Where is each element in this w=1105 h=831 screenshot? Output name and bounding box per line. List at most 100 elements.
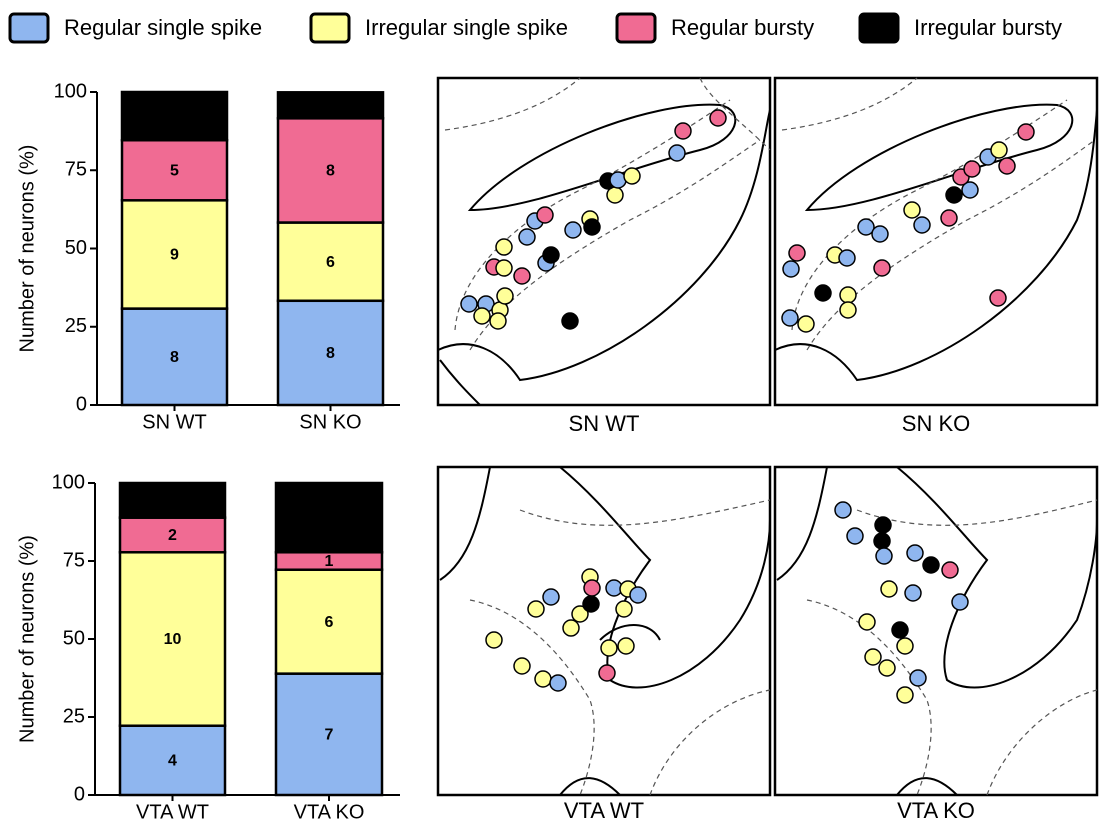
neuron-dot bbox=[859, 614, 875, 630]
neuron-dot bbox=[881, 581, 897, 597]
neuron-dot bbox=[783, 261, 799, 277]
neuron-dot bbox=[519, 229, 535, 245]
x-tick-label: VTA KO bbox=[294, 801, 365, 823]
neuron-dot bbox=[496, 239, 512, 255]
neuron-dot bbox=[474, 308, 490, 324]
map-frame bbox=[775, 78, 1097, 405]
legend-label: Irregular single spike bbox=[365, 15, 568, 40]
y-tick-label: 50 bbox=[63, 627, 85, 649]
neuron-dot bbox=[616, 601, 632, 617]
x-tick-label: SN KO bbox=[299, 411, 361, 433]
neuron-dot bbox=[563, 620, 579, 636]
neuron-dot bbox=[599, 665, 615, 681]
legend-label: Regular single spike bbox=[64, 15, 262, 40]
neuron-dot bbox=[562, 313, 578, 329]
count-label: 6 bbox=[325, 614, 334, 631]
maps bbox=[438, 78, 1097, 795]
neuron-dot bbox=[1018, 124, 1034, 140]
neuron-dot bbox=[789, 245, 805, 261]
y-tick-label: 100 bbox=[54, 80, 87, 102]
neuron-dot bbox=[907, 545, 923, 561]
neuron-dot bbox=[839, 250, 855, 266]
neuron-dot bbox=[999, 158, 1015, 174]
neuron-dot bbox=[565, 222, 581, 238]
neuron-dot bbox=[879, 660, 895, 676]
neuron-dot bbox=[905, 585, 921, 601]
neuron-dot bbox=[892, 622, 908, 638]
neuron-dot bbox=[528, 601, 544, 617]
neuron-dot bbox=[904, 202, 920, 218]
neuron-dot bbox=[543, 247, 559, 263]
legend-swatch bbox=[311, 14, 349, 42]
x-tick-label: SN WT bbox=[142, 411, 206, 433]
legend-swatch bbox=[10, 14, 48, 42]
neuron-dot bbox=[550, 675, 566, 691]
map-label: VTA WT bbox=[564, 798, 644, 823]
y-tick-label: 50 bbox=[65, 237, 87, 259]
neuron-dot bbox=[535, 671, 551, 687]
count-label: 4 bbox=[168, 753, 177, 770]
count-label: 9 bbox=[170, 247, 179, 264]
map-frame bbox=[438, 467, 770, 795]
count-label: 8 bbox=[326, 345, 335, 362]
y-tick-label: 25 bbox=[65, 315, 87, 337]
count-label: 4 bbox=[170, 108, 179, 125]
neuron-dot bbox=[941, 210, 957, 226]
count-label: 8 bbox=[326, 163, 335, 180]
neuron-dot bbox=[942, 562, 958, 578]
neuron-dot bbox=[461, 296, 477, 312]
neuron-dot bbox=[601, 640, 617, 656]
y-axis-label: Number of neurons (%) bbox=[16, 145, 38, 353]
neuron-dot bbox=[630, 587, 646, 603]
neuron-dot bbox=[946, 187, 962, 203]
count-label: 1 bbox=[325, 553, 334, 570]
legend-label: Irregular bursty bbox=[914, 15, 1062, 40]
y-tick-label: 75 bbox=[63, 549, 85, 571]
neuron-dot bbox=[584, 219, 600, 235]
neuron-dot bbox=[675, 123, 691, 139]
count-label: 8 bbox=[170, 349, 179, 366]
neuron-dot bbox=[486, 632, 502, 648]
neuron-dot bbox=[514, 268, 530, 284]
neuron-dot bbox=[583, 596, 599, 612]
count-label: 2 bbox=[326, 98, 335, 115]
neuron-dot bbox=[543, 589, 559, 605]
neuron-dot bbox=[991, 142, 1007, 158]
count-label: 2 bbox=[168, 493, 177, 510]
neuron-dot bbox=[874, 260, 890, 276]
neuron-dot bbox=[964, 161, 980, 177]
map-label: SN WT bbox=[569, 411, 640, 436]
map-label: VTA KO bbox=[897, 798, 975, 823]
neuron-dot bbox=[584, 580, 600, 596]
neuron-dot bbox=[782, 310, 798, 326]
neuron-dot bbox=[840, 302, 856, 318]
legend-label: Regular bursty bbox=[671, 15, 814, 40]
neuron-dot bbox=[669, 145, 685, 161]
neuron-dot bbox=[490, 313, 506, 329]
neuron-dot bbox=[496, 260, 512, 276]
count-label: 10 bbox=[164, 631, 182, 648]
count-label: 6 bbox=[326, 254, 335, 271]
neuron-dot bbox=[710, 110, 726, 126]
y-tick-label: 0 bbox=[76, 393, 87, 415]
map-frame bbox=[775, 467, 1097, 795]
y-tick-label: 75 bbox=[65, 159, 87, 181]
neuron-dot bbox=[875, 517, 891, 533]
neuron-dot bbox=[847, 528, 863, 544]
y-tick-label: 0 bbox=[74, 783, 85, 805]
neuron-dot bbox=[835, 502, 851, 518]
neuron-dot bbox=[840, 287, 856, 303]
neuron-dot bbox=[514, 658, 530, 674]
neuron-dot bbox=[874, 533, 890, 549]
neuron-dot bbox=[497, 288, 513, 304]
neuron-dot bbox=[914, 217, 930, 233]
y-axis-label: Number of neurons (%) bbox=[16, 535, 38, 743]
neuron-dot bbox=[815, 285, 831, 301]
map-label: SN KO bbox=[902, 411, 970, 436]
y-tick-label: 25 bbox=[63, 705, 85, 727]
neuron-dot bbox=[872, 226, 888, 242]
neuron-dot bbox=[537, 207, 553, 223]
count-label: 2 bbox=[168, 527, 177, 544]
neuron-dot bbox=[910, 670, 926, 686]
legend-swatch bbox=[860, 14, 898, 42]
